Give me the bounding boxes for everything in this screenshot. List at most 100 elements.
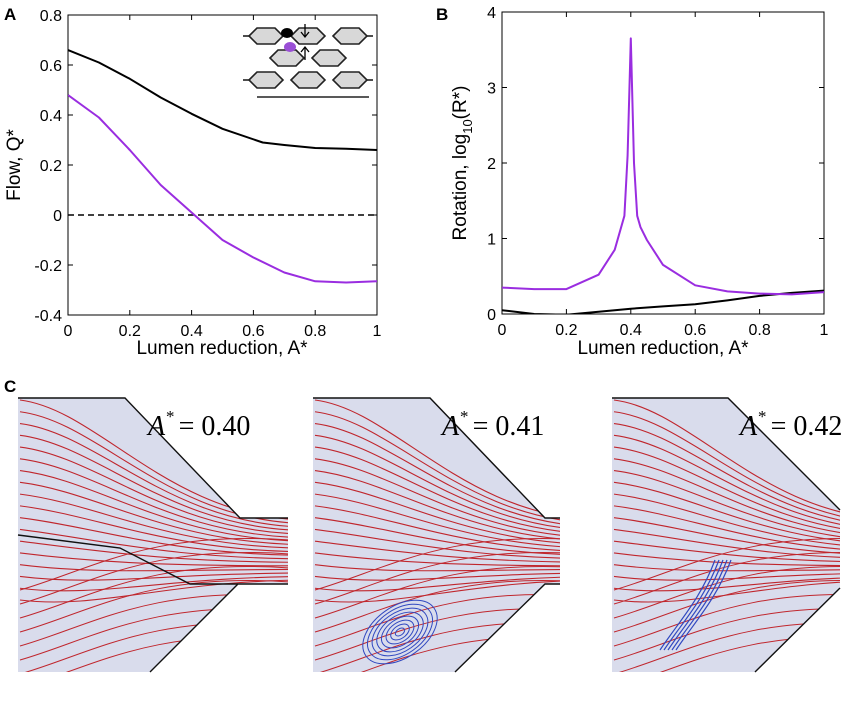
- streamline: [19, 579, 288, 603]
- vortex-loop: [663, 559, 720, 651]
- chart-a-ytick-label: -0.4: [34, 308, 62, 325]
- streamline: [613, 422, 840, 528]
- vortex-loop: [376, 611, 424, 653]
- chart-a-xtick-label: 0: [64, 323, 73, 340]
- streamline: [19, 505, 288, 553]
- streamline: [19, 422, 288, 528]
- vortex-loop: [371, 607, 429, 657]
- streamline: [613, 446, 840, 535]
- panel-label-b: B: [436, 5, 448, 24]
- streamline: [314, 575, 560, 592]
- honeycomb-cells: [247, 27, 369, 89]
- streamline: [314, 579, 560, 603]
- chart-a-ytick-label: -0.2: [34, 258, 62, 275]
- vortex-loop: [380, 615, 420, 649]
- inset-network: [243, 24, 373, 98]
- streamline: [314, 564, 560, 572]
- streamline: [19, 551, 288, 605]
- chart-a-series-black: [68, 49, 377, 151]
- chart-b-frame: [501, 11, 825, 315]
- annotation-a-040: A* = 0.40: [146, 407, 250, 442]
- vortex-loop: [671, 559, 728, 651]
- streamline: [19, 575, 288, 592]
- chart-b-xlabel: Lumen reduction, A*: [577, 338, 749, 359]
- chart-b-ytick-label: 4: [487, 5, 496, 22]
- streamline: [19, 540, 288, 563]
- streamline: [314, 528, 560, 560]
- streamline: [613, 552, 840, 567]
- streamline: [613, 551, 840, 605]
- chart-a-ytick-label: 0.2: [40, 158, 62, 175]
- streamline: [314, 537, 560, 591]
- chart-a: 0 0.2 0.4 0.6 0.8 1 -0.4 -0.2 0 0.2 0.4 0.6 0.8: [4, 8, 382, 359]
- chart-a-xtick-label: 0.8: [304, 323, 326, 340]
- chart-a-series-purple: [68, 94, 377, 284]
- chart-b-series-black: [502, 289, 824, 314]
- panel-label-c: C: [4, 377, 16, 396]
- vessel-wall: [454, 583, 560, 673]
- streamline: [314, 505, 560, 553]
- chart-a-ytick-label: 0.6: [40, 58, 62, 75]
- vessel-region: [313, 398, 560, 672]
- streamline: [613, 470, 840, 542]
- panel-label-a: A: [4, 5, 16, 24]
- streamline: [613, 493, 840, 549]
- streamline: [613, 579, 840, 633]
- chart-b-xtick-label: 0: [498, 322, 507, 339]
- vessel-wall: [313, 397, 560, 519]
- streamline: [613, 579, 840, 603]
- streamline: [613, 481, 840, 546]
- streamline: [19, 434, 288, 532]
- streamline: [613, 517, 840, 556]
- streamline: [314, 565, 560, 619]
- streamline: [613, 505, 840, 553]
- streamline: [314, 540, 560, 563]
- chart-b-xtick-label: 0.4: [620, 322, 642, 339]
- purple-particle: [284, 42, 296, 52]
- streamline: [314, 434, 560, 532]
- chart-b-ylabel: Rotation, log10(R*): [450, 86, 475, 241]
- streamline: [19, 493, 288, 549]
- vortex-loop: [675, 559, 732, 651]
- vessel-wall: [612, 397, 841, 511]
- vortex-loop: [390, 623, 410, 641]
- streamline: [314, 517, 560, 556]
- vessel-wall: [754, 587, 841, 673]
- streamline: [314, 552, 560, 567]
- vortex-loop: [362, 599, 438, 665]
- chart-a-ytick-label: 0: [53, 208, 62, 225]
- chart-a-ytick-label: 0.4: [40, 108, 62, 125]
- streamline: [314, 493, 560, 549]
- black-particle: [281, 28, 293, 38]
- streamline: [314, 422, 560, 528]
- chart-b-ytick-label: 2: [487, 156, 496, 173]
- chart-b-ytick-label: 0: [487, 307, 496, 324]
- vortex-loop: [394, 627, 406, 637]
- vortex-loop: [385, 619, 415, 645]
- streamline: [19, 564, 288, 572]
- streamline: [19, 579, 288, 633]
- streamline: [19, 446, 288, 535]
- vessel-wall: [18, 397, 288, 519]
- chart-a-xtick-label: 0.2: [119, 323, 141, 340]
- streamlines: [314, 399, 560, 672]
- chart-a-ylabel: Flow, Q*: [4, 129, 25, 201]
- streamline: [314, 551, 560, 605]
- streamline: [19, 458, 288, 539]
- streamline: [19, 481, 288, 546]
- chart-a-xtick-label: 1: [373, 323, 382, 340]
- streamline: [613, 540, 840, 563]
- annotation-a-041: A* = 0.41: [440, 407, 544, 442]
- streamline: [613, 528, 840, 560]
- arrow-icon: [300, 24, 310, 60]
- streamline: [314, 579, 560, 633]
- chart-a-ytick-label: 0.8: [40, 8, 62, 25]
- chart-b-xtick-label: 0.8: [748, 322, 770, 339]
- streamline: [613, 399, 840, 521]
- streamline: [613, 458, 840, 539]
- vortex-loop: [667, 559, 724, 651]
- vortex-loop: [367, 603, 433, 661]
- streamline: [613, 411, 840, 525]
- streamline: [613, 575, 840, 592]
